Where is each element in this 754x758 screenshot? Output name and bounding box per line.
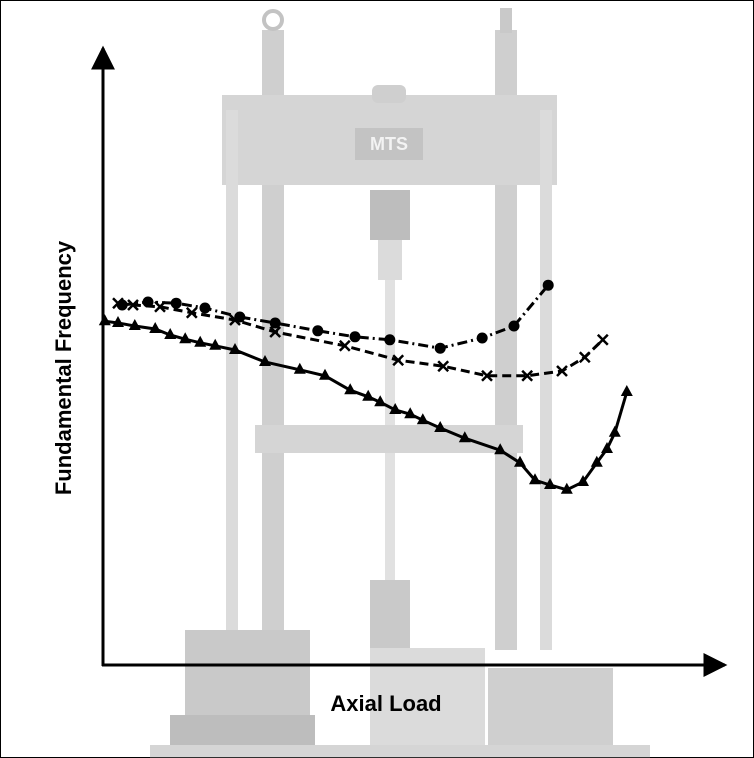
x-axis-label: Axial Load xyxy=(330,691,441,716)
y-axis-label: Fundamental Frequency xyxy=(51,240,76,495)
point xyxy=(578,351,591,364)
point xyxy=(312,325,324,337)
point xyxy=(434,421,447,432)
point xyxy=(620,385,633,396)
point xyxy=(349,331,361,343)
point xyxy=(112,297,124,310)
point xyxy=(338,339,351,352)
point xyxy=(514,455,526,467)
point xyxy=(434,342,446,354)
point xyxy=(476,332,488,344)
point xyxy=(194,335,207,347)
point xyxy=(458,431,471,443)
point xyxy=(521,369,534,382)
point xyxy=(577,475,589,486)
point xyxy=(608,425,621,437)
point xyxy=(494,443,507,455)
point xyxy=(344,383,357,395)
point xyxy=(601,442,613,453)
point xyxy=(259,355,271,366)
point xyxy=(590,455,603,467)
point xyxy=(508,320,520,332)
point xyxy=(179,332,192,344)
point xyxy=(374,395,387,407)
point xyxy=(560,482,573,494)
point xyxy=(389,403,402,414)
point xyxy=(404,407,417,419)
point xyxy=(164,328,177,339)
point xyxy=(128,319,141,330)
point xyxy=(127,299,139,311)
point xyxy=(229,343,241,354)
point xyxy=(596,333,609,346)
point xyxy=(112,316,124,327)
point xyxy=(319,368,331,380)
point xyxy=(542,279,554,291)
point xyxy=(199,302,211,314)
point xyxy=(437,360,450,373)
point xyxy=(481,369,493,382)
point xyxy=(416,413,429,425)
point xyxy=(293,362,306,374)
point xyxy=(269,317,281,329)
point xyxy=(392,354,405,367)
point xyxy=(556,365,568,377)
point xyxy=(185,306,198,319)
point xyxy=(384,334,396,346)
point xyxy=(229,314,241,326)
point xyxy=(149,322,162,333)
point xyxy=(362,389,375,401)
point xyxy=(98,314,111,326)
point xyxy=(269,326,282,338)
series-line xyxy=(117,301,604,378)
point xyxy=(154,300,166,313)
point xyxy=(170,297,182,309)
background-photo: MTS xyxy=(150,8,650,758)
svg-text:MTS: MTS xyxy=(370,134,408,154)
point xyxy=(209,338,222,350)
point xyxy=(529,473,541,485)
point xyxy=(544,478,556,489)
